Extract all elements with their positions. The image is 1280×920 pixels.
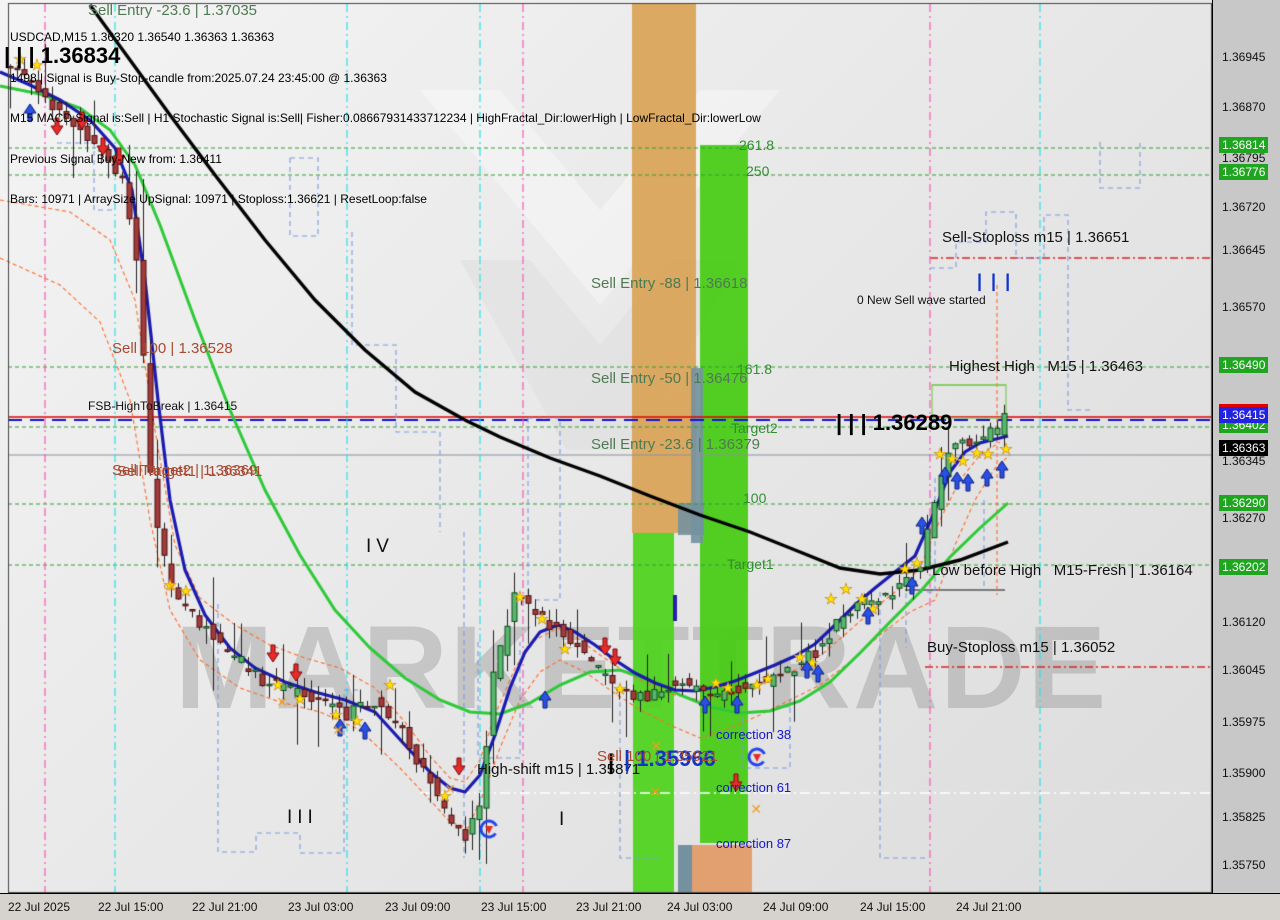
- previous-signal-line: Previous Signal Buy-New from: 1.36411: [10, 151, 222, 166]
- time-tick-label: 23 Jul 03:00: [288, 900, 354, 914]
- chart-annotation: IV: [366, 536, 394, 557]
- chart-header-info: USDCAD,M15 1.36320 1.36540 1.36363 1.363…: [10, 4, 761, 234]
- price-tick-label: 1.36415: [1219, 404, 1269, 423]
- price-chart-canvas[interactable]: [0, 0, 1212, 893]
- price-tick-label: 1.36202: [1219, 559, 1269, 575]
- time-tick-label: 22 Jul 2025: [8, 900, 71, 914]
- time-tick-label: 24 Jul 09:00: [763, 900, 829, 914]
- chart-annotation: correction 61: [716, 780, 792, 795]
- price-tick-label: 1.36645: [1222, 243, 1266, 257]
- time-tick-label: 22 Jul 21:00: [192, 900, 258, 914]
- chart-annotation: correction 38: [716, 727, 792, 742]
- price-tick-label: 1.36945: [1222, 50, 1266, 64]
- annotation-layer: USDCAD,M15 1.36320 1.36540 1.36363 1.363…: [4, 2, 1193, 851]
- chart-annotation: 161.8: [737, 361, 773, 377]
- bars-status-line: Bars: 10971 | ArraySize UpSignal: 10971 …: [10, 192, 427, 206]
- price-tick-label: 1.36870: [1222, 100, 1266, 114]
- time-tick-label: 24 Jul 03:00: [667, 900, 733, 914]
- price-tick-label: 1.36045: [1222, 663, 1266, 677]
- price-tick-label: 1.36795: [1222, 151, 1266, 165]
- price-tick-label: 1.36120: [1222, 615, 1266, 629]
- chart-annotation: Sell Target2 | 1.36369: [112, 462, 258, 479]
- chart-annotation: | | | 1.36289: [836, 410, 953, 435]
- chart-annotation: Sell Entry -50 | 1.36476: [591, 370, 748, 387]
- price-tick-label: 1.35900: [1222, 766, 1266, 780]
- chart-annotation: Sell 100 | 1.36528: [112, 340, 233, 357]
- chart-annotation: 261.8: [739, 137, 775, 153]
- chart-annotation: 0 New Sell wave started: [857, 293, 986, 307]
- chart-annotation: Sell Target1 | 1.36341: [117, 463, 263, 480]
- chart-annotation: |: [608, 749, 615, 774]
- chart-annotation: III: [287, 807, 318, 828]
- chart-annotation: Highest High M15 | 1.36463: [949, 358, 1144, 375]
- chart-annotation: | 1.35966: [624, 746, 716, 771]
- indicator-status-line: M15 MACD Signal is:Sell | H1 Stochastic …: [10, 111, 761, 125]
- chart-annotation: Target1: [727, 556, 774, 572]
- chart-annotation: | | | 1.36834: [4, 43, 121, 68]
- chart-annotation: High-shift m15 | 1.35871: [477, 761, 641, 778]
- time-tick-label: 24 Jul 21:00: [956, 900, 1022, 914]
- chart-annotation: Sell Entry -88 | 1.36618: [591, 275, 748, 292]
- chart-annotation: Sell Entry -23.6 | 1.37035: [88, 2, 257, 19]
- price-tick-label: 1.36270: [1222, 511, 1266, 525]
- time-tick-label: 23 Jul 15:00: [481, 900, 547, 914]
- price-tick-label: 1.35750: [1222, 858, 1266, 872]
- chart-annotation: Sell 100 | 1.35921: [597, 748, 718, 765]
- price-tick-label: 1.35825: [1222, 810, 1266, 824]
- chart-annotation: | | |: [977, 271, 1013, 291]
- time-tick-label: 23 Jul 09:00: [385, 900, 451, 914]
- chart-annotation: Sell-Stoploss m15 | 1.36651: [942, 229, 1130, 246]
- signal-status-line: 1498 | Signal is Buy-Stop-candle from:20…: [10, 70, 387, 85]
- time-tick-label: 23 Jul 21:00: [576, 900, 642, 914]
- chart-annotation: Target2: [731, 420, 778, 436]
- price-tick-label: 1.36363: [1219, 440, 1269, 456]
- symbol-ohlc-title: USDCAD,M15 1.36320 1.36540 1.36363 1.363…: [10, 30, 275, 44]
- price-tick-label: 1.36720: [1222, 200, 1266, 214]
- price-tick-label: 1.36570: [1222, 300, 1266, 314]
- chart-plot-area: MARKETTRADE USDCAD,M15 1.36320 1.36540 1…: [0, 0, 1213, 893]
- time-tick-label: 22 Jul 15:00: [98, 900, 164, 914]
- chart-annotation: I: [559, 809, 570, 830]
- chart-annotation: correction 87: [716, 836, 792, 851]
- chart-annotation: Low before High M15-Fresh | 1.36164: [932, 562, 1193, 579]
- price-tick-label: 1.36290: [1219, 495, 1269, 511]
- chart-annotation: Buy-Stoploss m15 | 1.36052: [927, 639, 1116, 656]
- price-tick-label: 1.36776: [1219, 164, 1269, 180]
- chart-annotation: 250: [746, 163, 770, 179]
- price-tick-label: 1.36490: [1219, 357, 1269, 373]
- price-tick-label: 1.35975: [1222, 715, 1266, 729]
- time-tick-label: 24 Jul 15:00: [860, 900, 926, 914]
- chart-annotation: 100: [743, 490, 767, 506]
- chart-annotation: FSB-HighToBreak | 1.36415: [88, 399, 238, 413]
- time-axis[interactable]: 22 Jul 2025 22 Jul 15:00 22 Jul 21:00 23 Ju…: [0, 893, 1280, 920]
- price-axis[interactable]: 1.36945 1.36870 1.36814 1.36795 1.36776 1.367…: [1213, 0, 1280, 893]
- price-tick-label: 1.36814: [1219, 137, 1269, 153]
- chart-annotation: Sell Entry -23.6 | 1.36379: [591, 436, 760, 453]
- price-tick-label: 1.36345: [1222, 454, 1266, 468]
